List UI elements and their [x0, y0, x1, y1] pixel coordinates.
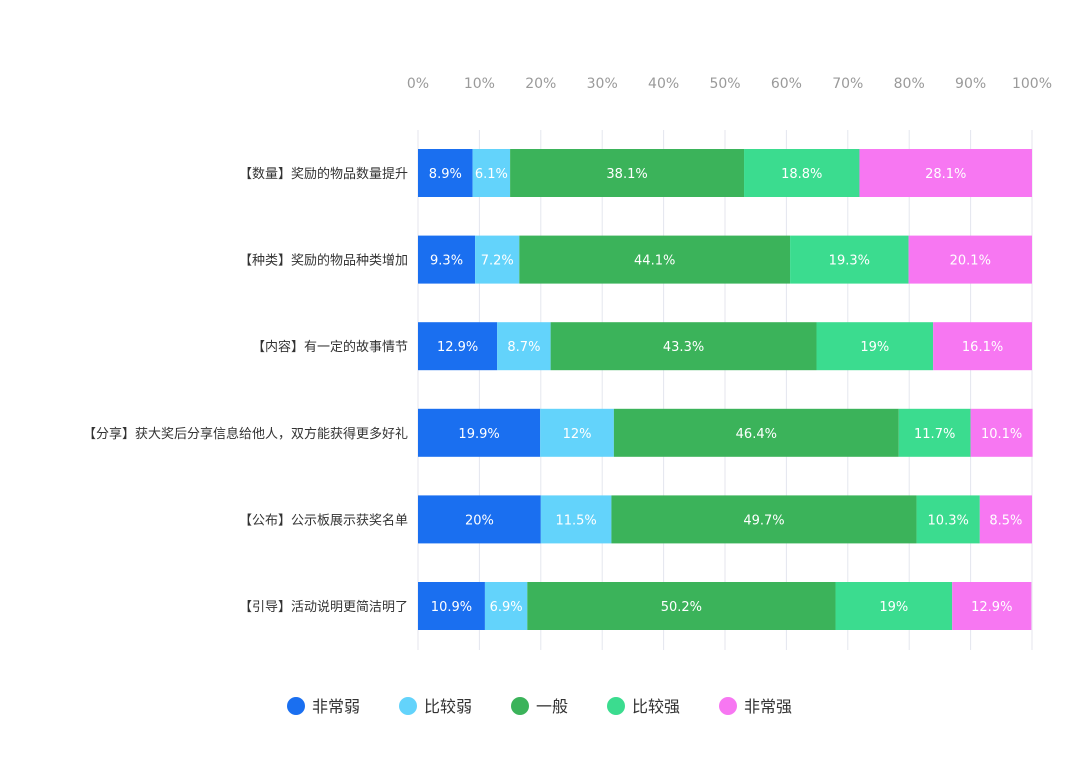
bar-segment [527, 582, 836, 630]
bar-segment [916, 495, 980, 544]
data-label: 12.9% [971, 600, 1012, 615]
legend-label: 非常强 [744, 697, 792, 716]
x-tick-label: 20% [525, 76, 556, 92]
data-label: 46.4% [736, 427, 777, 442]
x-tick-label: 10% [464, 76, 495, 92]
bar-segment [484, 582, 528, 630]
data-label: 6.9% [490, 600, 523, 615]
data-label: 9.3% [430, 254, 463, 269]
category-label: 【公布】公示板展示获奖名单 [239, 512, 408, 528]
bar-segment [475, 235, 520, 284]
data-label: 8.5% [989, 513, 1022, 528]
bar-segment [418, 149, 473, 197]
data-label: 16.1% [962, 340, 1003, 355]
x-tick-label: 70% [832, 76, 863, 92]
data-label: 8.7% [507, 340, 540, 355]
data-label: 19% [860, 340, 889, 355]
data-label: 38.1% [606, 167, 647, 182]
bar-segment [835, 582, 953, 630]
x-tick-label: 80% [894, 76, 925, 92]
legend-label: 非常弱 [312, 697, 360, 716]
bar-segment [908, 235, 1032, 284]
x-tick-label: 90% [955, 76, 986, 92]
legend-label: 比较强 [632, 697, 680, 716]
data-label: 44.1% [634, 254, 675, 269]
legend-marker [511, 697, 529, 715]
data-label: 10.1% [981, 427, 1022, 442]
bar-segment [816, 322, 934, 371]
category-label: 【内容】有一定的故事情节 [252, 339, 408, 355]
bar-segment [979, 495, 1032, 544]
legend-marker [607, 697, 625, 715]
bar-segment [952, 582, 1032, 630]
data-label: 28.1% [925, 167, 966, 182]
data-label: 11.5% [555, 513, 596, 528]
legend-marker [399, 697, 417, 715]
data-label: 6.1% [475, 167, 508, 182]
data-label: 11.7% [914, 427, 955, 442]
data-label: 20.1% [950, 254, 991, 269]
category-label: 【种类】奖励的物品种类增加 [239, 253, 408, 269]
bar-segment [790, 235, 909, 284]
bar-segment [540, 495, 612, 544]
x-tick-label: 40% [648, 76, 679, 92]
legend-label: 一般 [536, 697, 568, 716]
data-label: 10.3% [928, 513, 969, 528]
x-tick-label: 50% [709, 76, 740, 92]
data-label: 43.3% [663, 340, 704, 355]
bar-segment [418, 408, 541, 457]
bar-segment [418, 582, 485, 630]
bar-segment [744, 149, 860, 197]
bar-segment [418, 235, 476, 284]
data-label: 49.7% [743, 513, 784, 528]
data-label: 10.9% [431, 600, 472, 615]
bar-segment [970, 408, 1033, 457]
bar-segment [611, 495, 917, 544]
data-label: 50.2% [661, 600, 702, 615]
x-tick-label: 30% [587, 76, 618, 92]
data-label: 12% [563, 427, 592, 442]
x-tick-label: 60% [771, 76, 802, 92]
legend-marker [287, 697, 305, 715]
data-label: 19.3% [829, 254, 870, 269]
bar-segment [418, 322, 498, 371]
data-label: 12.9% [437, 340, 478, 355]
category-label: 【引导】活动说明更简洁明了 [239, 599, 408, 615]
bar-segment [418, 495, 541, 544]
data-label: 8.9% [429, 167, 462, 182]
bar-segment [472, 149, 511, 197]
bar-segment [933, 322, 1032, 371]
data-label: 19% [879, 600, 908, 615]
bar-segment [497, 322, 551, 371]
data-label: 18.8% [781, 167, 822, 182]
bar-segment [859, 149, 1032, 197]
data-label: 20% [465, 513, 494, 528]
category-label: 【数量】奖励的物品数量提升 [239, 166, 408, 182]
bar-segment [898, 408, 971, 457]
legend-label: 比较弱 [424, 697, 472, 716]
bar-segment [519, 235, 791, 284]
x-tick-label: 100% [1012, 76, 1052, 92]
bar-segment [540, 408, 614, 457]
data-label: 7.2% [481, 254, 514, 269]
x-tick-label: 0% [407, 76, 429, 92]
bar-segment [550, 322, 817, 371]
category-label: 【分享】获大奖后分享信息给他人，双方能获得更多好礼 [83, 426, 408, 442]
data-label: 19.9% [458, 427, 499, 442]
bar-segment [613, 408, 899, 457]
bar-segment [510, 149, 745, 197]
legend-marker [719, 697, 737, 715]
